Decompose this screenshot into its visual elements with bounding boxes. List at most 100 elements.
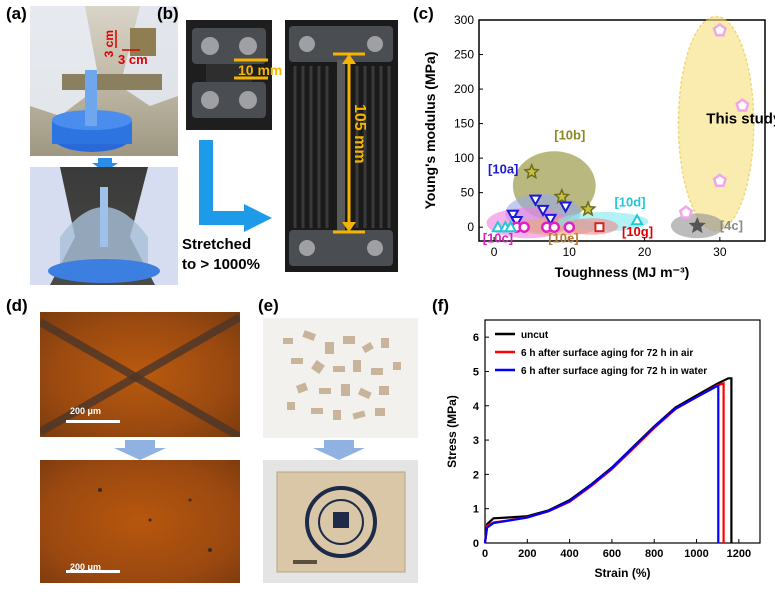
x-tick-label: 0 xyxy=(491,245,498,259)
annotation-6: [10g] xyxy=(622,224,653,239)
panel-label-d: (d) xyxy=(6,296,28,315)
scale-bar-label-top: 200 μm xyxy=(70,406,102,416)
y-tick-label: 0 xyxy=(473,538,479,550)
y-tick-label: 50 xyxy=(461,186,475,200)
down-arrow-icon xyxy=(92,158,118,172)
region-6 xyxy=(565,218,619,235)
y-tick-label: 6 xyxy=(473,332,479,344)
y-tick-label: 2 xyxy=(473,469,479,481)
annotation-4: [10e] xyxy=(548,230,578,245)
series-line-2 xyxy=(483,384,720,544)
university-seal-icon xyxy=(305,486,377,558)
point--10a--0 xyxy=(506,209,520,222)
point--10c--1 xyxy=(518,221,530,233)
photo-a-bottom xyxy=(30,167,178,285)
y-tick-label: 3 xyxy=(473,435,479,447)
x-tick-label: 20 xyxy=(638,245,652,259)
point--10c--3 xyxy=(548,221,561,233)
y-tick-label: 300 xyxy=(454,13,474,27)
photo-e-healed-film xyxy=(263,460,418,583)
point-this-study-2 xyxy=(712,173,727,188)
micrograph-healed-drawing xyxy=(66,488,212,573)
annotation-1: [10b] xyxy=(554,127,585,142)
point--10b--2 xyxy=(579,200,597,217)
stretch-arrow-icon xyxy=(199,140,245,225)
panel-e-arrow xyxy=(313,440,365,460)
photo-a-bottom-drawing xyxy=(30,167,178,285)
x-tick-label: 0 xyxy=(482,548,488,560)
clamp-long-drawing xyxy=(289,26,393,266)
y-tick-label: 200 xyxy=(454,82,474,96)
fragments-drawing xyxy=(283,330,401,420)
x-tick-label: 1000 xyxy=(684,548,708,560)
down-arrow-icon xyxy=(313,440,365,460)
annotation-7: [4c] xyxy=(720,218,743,233)
panel-label-b: (b) xyxy=(157,4,179,23)
panel-b-overlay xyxy=(199,58,272,232)
point-this-study-1 xyxy=(735,98,750,112)
x-tick-label: 30 xyxy=(713,245,727,259)
panel-d-arrow xyxy=(114,440,166,460)
micrograph-healed xyxy=(40,460,240,583)
dim-label-horizontal: 3 cm xyxy=(118,52,148,67)
panel-label-e: (e) xyxy=(258,296,279,315)
annotation-3: [10c] xyxy=(483,230,513,245)
short-length-label: 10 mm xyxy=(238,62,283,78)
x-tick-label: 200 xyxy=(518,548,536,560)
point--10d--3 xyxy=(630,213,644,226)
photo-b-long-sample xyxy=(285,20,398,272)
x-tick-label: 1200 xyxy=(727,548,751,560)
y-tick-label: 0 xyxy=(467,220,474,234)
stretched-caption-line2: to > 1000% xyxy=(182,256,260,273)
legend-label-1: 6 h after surface aging for 72 h in air xyxy=(521,348,693,359)
photo-e-fragments xyxy=(263,318,418,438)
photo-a-top-drawing xyxy=(30,6,178,152)
y-axis-label: Young's modulus (MPa) xyxy=(422,52,438,210)
y-axis-label: Stress (MPa) xyxy=(445,395,459,468)
y-tick-label: 150 xyxy=(454,117,474,131)
point--10b--1 xyxy=(553,187,571,205)
x-tick-label: 800 xyxy=(645,548,663,560)
annotation-0: This study xyxy=(706,111,775,128)
chart-f-frame xyxy=(484,319,761,544)
stretched-caption-line1: Stretched xyxy=(182,236,252,253)
point--10a--2 xyxy=(536,204,550,217)
panel-label-c: (c) xyxy=(413,4,434,23)
y-tick-label: 5 xyxy=(473,366,479,378)
point--4c--0 xyxy=(688,216,706,234)
photo-a-top xyxy=(30,6,178,156)
y-tick-label: 1 xyxy=(473,504,479,516)
annotation-5: [10d] xyxy=(614,194,645,209)
x-tick-label: 400 xyxy=(560,548,578,560)
healed-film-drawing xyxy=(276,471,406,573)
x-axis-label: Toughness (MJ m⁻³) xyxy=(555,264,690,280)
panel-label-f: (f) xyxy=(432,296,449,315)
point--10b--0 xyxy=(523,162,541,180)
point--10g--0 xyxy=(594,222,605,233)
micrograph-cut-drawing xyxy=(40,313,240,437)
panel-a-arrows xyxy=(92,30,140,172)
point--10a--3 xyxy=(543,213,558,226)
y-tick-label: 250 xyxy=(454,48,474,62)
legend-label-0: uncut xyxy=(521,330,549,341)
x-tick-label: 10 xyxy=(563,245,577,259)
y-tick-label: 4 xyxy=(473,401,480,413)
x-tick-label: 600 xyxy=(603,548,621,560)
point-this-study-3 xyxy=(678,205,694,219)
annotation-2: [10a] xyxy=(488,161,518,176)
legend-label-2: 6 h after surface aging for 72 h in wate… xyxy=(521,366,707,377)
scale-bar-label-bottom: 200 μm xyxy=(70,562,102,572)
point--10a--1 xyxy=(528,194,543,207)
panel-label-a: (a) xyxy=(6,4,27,23)
point--10c--4 xyxy=(563,221,576,233)
long-length-label: 105 mm xyxy=(351,104,368,164)
point--10a--4 xyxy=(558,201,573,214)
point--10d--0 xyxy=(491,220,505,233)
chart-f: 0 200 400 600 800 1000 1200 0 1 2 3 4 5 6 Strain (%) St… xyxy=(445,319,761,580)
micrograph-cut xyxy=(40,312,240,437)
x-axis-label: Strain (%) xyxy=(594,566,650,580)
y-tick-label: 100 xyxy=(454,151,474,165)
point--10d--2 xyxy=(503,220,518,233)
point-this-study-0 xyxy=(712,22,727,37)
